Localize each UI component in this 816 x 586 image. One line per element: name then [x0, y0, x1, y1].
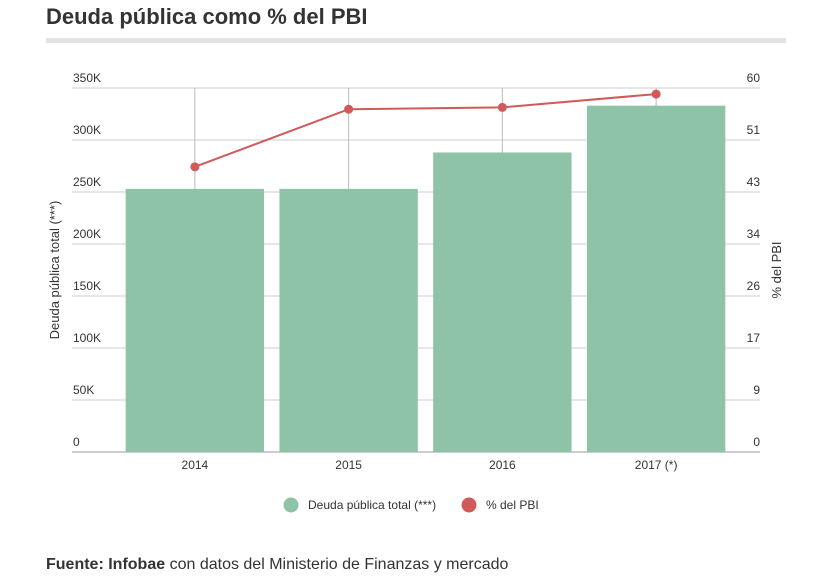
bar [433, 152, 572, 453]
y-tick-label: 100K [73, 331, 101, 345]
legend-label-debt: Deuda pública total (***) [308, 498, 436, 512]
chart-title: Deuda pública como % del PBI [46, 4, 368, 29]
source-label: Fuente: [46, 556, 104, 573]
y2-tick-label: 43 [747, 175, 761, 189]
y2-tick-label: 34 [747, 227, 761, 241]
pbi-point [344, 104, 354, 114]
legend-swatch-debt [283, 497, 299, 513]
y2-tick-label: 17 [747, 331, 761, 345]
title-divider [46, 38, 786, 43]
legend-swatch-pbi [461, 497, 477, 513]
y-tick-label: 350K [73, 71, 101, 85]
y2-tick-label: 51 [747, 123, 761, 137]
x-tick-label: 2014 [182, 458, 209, 472]
pbi-point [651, 89, 661, 99]
chart: 0 0 50K 9 100K 17 150K 26 200K 34 250K 43 300K 51 350K… [47, 71, 784, 513]
y2-tick-label: 60 [747, 71, 761, 85]
x-tick-label: 2017 (*) [635, 458, 678, 472]
y2-axis-title: % del PBI [769, 241, 784, 298]
pbi-point [190, 162, 200, 172]
y-tick-label: 50K [73, 383, 94, 397]
source-note: Fuente: Infobae con datos del Ministerio… [46, 556, 508, 574]
y2-tick-label: 9 [753, 383, 760, 397]
bar [279, 188, 418, 452]
bar [125, 188, 265, 452]
y-tick-label: 200K [73, 227, 101, 241]
y-tick-label: 250K [73, 175, 101, 189]
y-axis-title: Deuda pública total (***) [47, 201, 62, 340]
y-tick-label: 150K [73, 279, 101, 293]
y-tick-label: 300K [73, 123, 101, 137]
x-tick-label: 2015 [335, 458, 362, 472]
y2-tick-label: 26 [747, 279, 761, 293]
legend-label-pbi: % del PBI [486, 498, 539, 512]
x-tick-label: 2016 [489, 458, 516, 472]
y-tick-label: 0 [73, 435, 80, 449]
source-outlet: Infobae [108, 556, 166, 573]
bar [586, 105, 726, 453]
source-text: con datos del Ministerio de Finanzas y m… [169, 556, 509, 573]
pbi-line [194, 93, 657, 168]
y2-tick-label: 0 [753, 435, 760, 449]
pbi-point [497, 102, 507, 112]
